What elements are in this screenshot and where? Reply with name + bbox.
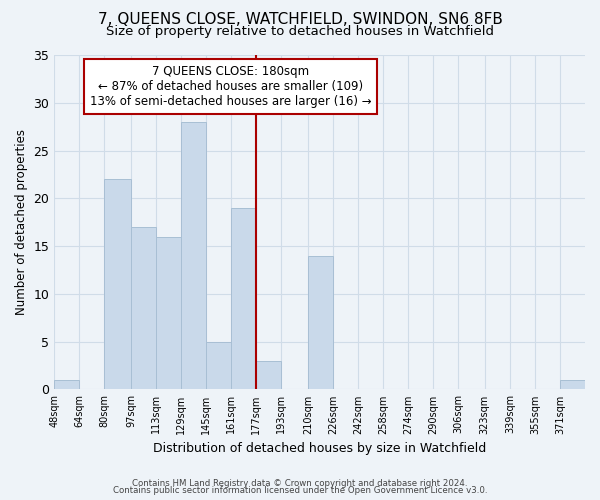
Text: Size of property relative to detached houses in Watchfield: Size of property relative to detached ho… <box>106 25 494 38</box>
Text: Contains HM Land Registry data © Crown copyright and database right 2024.: Contains HM Land Registry data © Crown c… <box>132 478 468 488</box>
Y-axis label: Number of detached properties: Number of detached properties <box>15 129 28 315</box>
Bar <box>131 227 156 390</box>
Bar <box>560 380 585 390</box>
Bar <box>181 122 206 390</box>
Text: 7, QUEENS CLOSE, WATCHFIELD, SWINDON, SN6 8FB: 7, QUEENS CLOSE, WATCHFIELD, SWINDON, SN… <box>98 12 502 28</box>
Bar <box>231 208 256 390</box>
Bar <box>256 361 281 390</box>
Text: 7 QUEENS CLOSE: 180sqm
← 87% of detached houses are smaller (109)
13% of semi-de: 7 QUEENS CLOSE: 180sqm ← 87% of detached… <box>89 65 371 108</box>
Bar <box>308 256 333 390</box>
X-axis label: Distribution of detached houses by size in Watchfield: Distribution of detached houses by size … <box>153 442 486 455</box>
Bar <box>54 380 79 390</box>
Bar <box>104 179 131 390</box>
Bar <box>156 236 181 390</box>
Bar <box>206 342 231 390</box>
Text: Contains public sector information licensed under the Open Government Licence v3: Contains public sector information licen… <box>113 486 487 495</box>
